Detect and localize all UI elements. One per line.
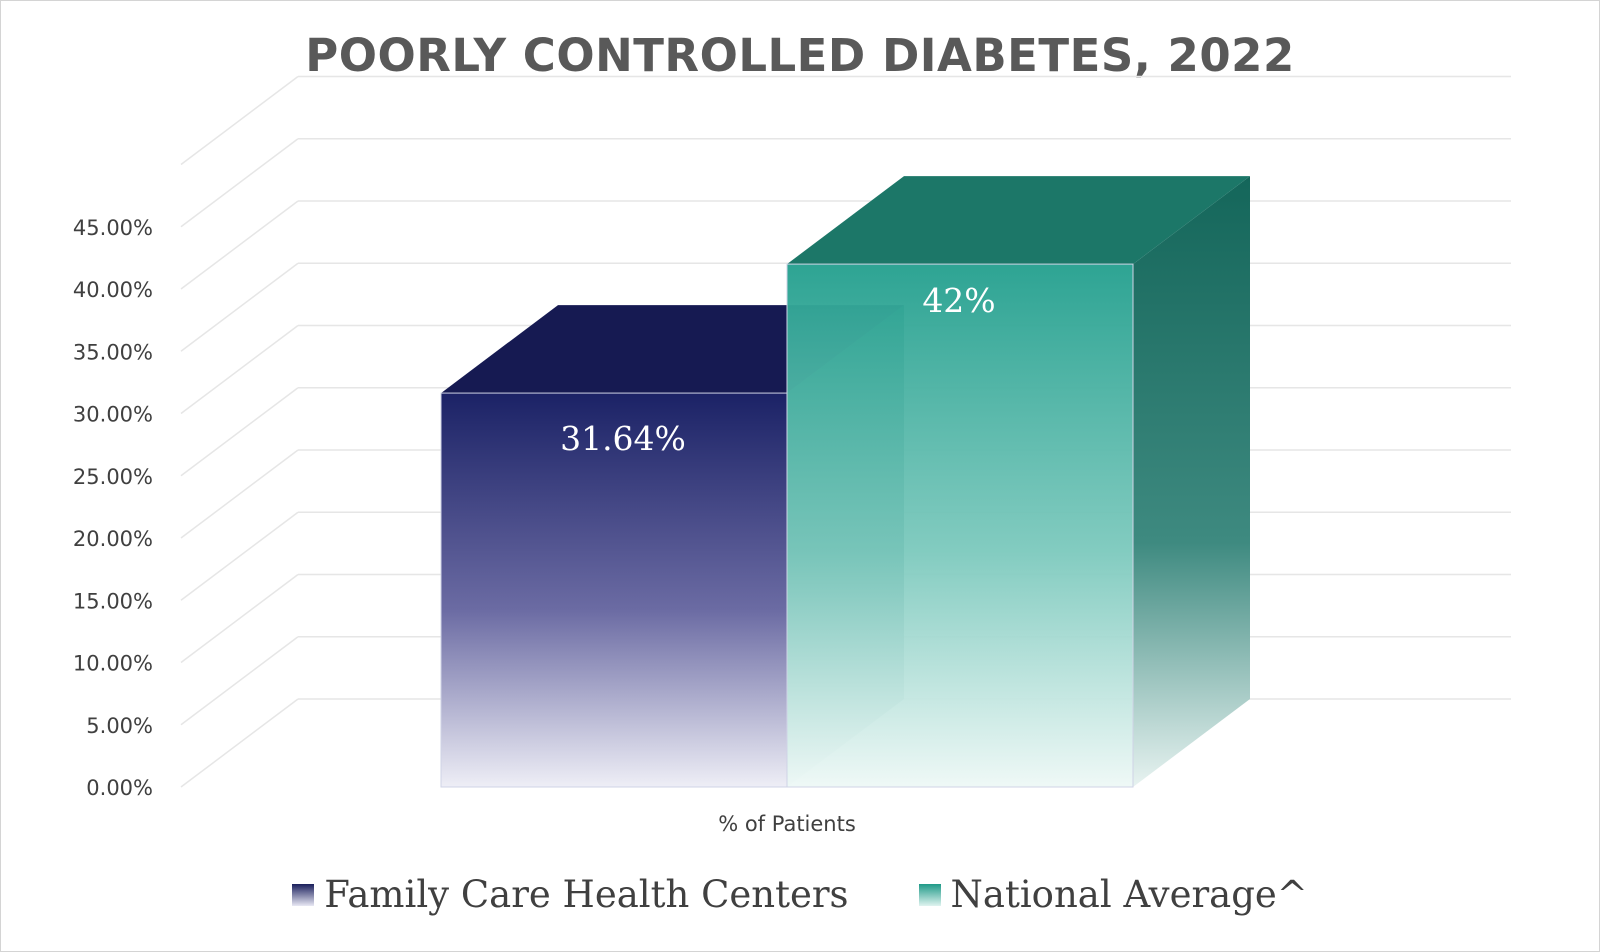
y-tick-label: 0.00% bbox=[86, 776, 153, 800]
gridline-diagonal bbox=[180, 698, 299, 788]
legend-item-national-average: National Average^ bbox=[918, 873, 1308, 916]
y-tick-label: 40.00% bbox=[73, 278, 153, 302]
legend-label: Family Care Health Centers bbox=[324, 873, 849, 916]
y-tick-label: 45.00% bbox=[73, 216, 153, 240]
legend-swatch-national-average bbox=[918, 883, 941, 906]
y-tick-label: 30.00% bbox=[73, 403, 153, 427]
legend: Family Care Health Centers National Aver… bbox=[1, 873, 1599, 916]
gridline-diagonal bbox=[180, 387, 299, 477]
gridline-diagonal bbox=[180, 262, 299, 352]
y-tick-label: 25.00% bbox=[73, 465, 153, 489]
y-tick-label: 10.00% bbox=[73, 652, 153, 676]
bar-national-average-side bbox=[1133, 176, 1250, 788]
data-label: 42% bbox=[922, 281, 995, 320]
x-category-label: % of Patients bbox=[718, 812, 856, 836]
gridline-diagonal bbox=[180, 200, 299, 290]
legend-item-family-care: Family Care Health Centers bbox=[292, 873, 849, 916]
y-tick-label: 15.00% bbox=[73, 589, 153, 613]
bar-national-average-top bbox=[787, 176, 1250, 265]
gridline-diagonal bbox=[180, 636, 299, 726]
gridline-diagonal bbox=[180, 573, 299, 664]
legend-swatch-family-care bbox=[292, 883, 315, 906]
y-axis: 0.00% 5.00% 10.00% 15.00% 20.00% 25.00% 30.00%… bbox=[73, 216, 153, 800]
data-labels: 31.64% 42% bbox=[560, 281, 996, 458]
chart-title: POORLY CONTROLLED DIABETES, 2022 bbox=[305, 29, 1295, 82]
gridline-diagonal bbox=[180, 511, 299, 601]
gridline-diagonal bbox=[180, 449, 299, 539]
gridline-diagonal bbox=[180, 324, 299, 415]
gridline-diagonal bbox=[180, 138, 299, 228]
y-tick-label: 20.00% bbox=[73, 527, 153, 551]
bars bbox=[440, 176, 1250, 788]
y-tick-label: 35.00% bbox=[73, 340, 153, 364]
data-label: 31.64% bbox=[560, 419, 686, 458]
bar-national-average-front bbox=[786, 263, 1134, 788]
bar-national-average bbox=[786, 176, 1250, 788]
legend-label: National Average^ bbox=[950, 873, 1308, 916]
gridline-diagonal bbox=[180, 75, 299, 166]
bar-family-care-front bbox=[440, 392, 788, 788]
y-tick-label: 5.00% bbox=[86, 714, 153, 738]
